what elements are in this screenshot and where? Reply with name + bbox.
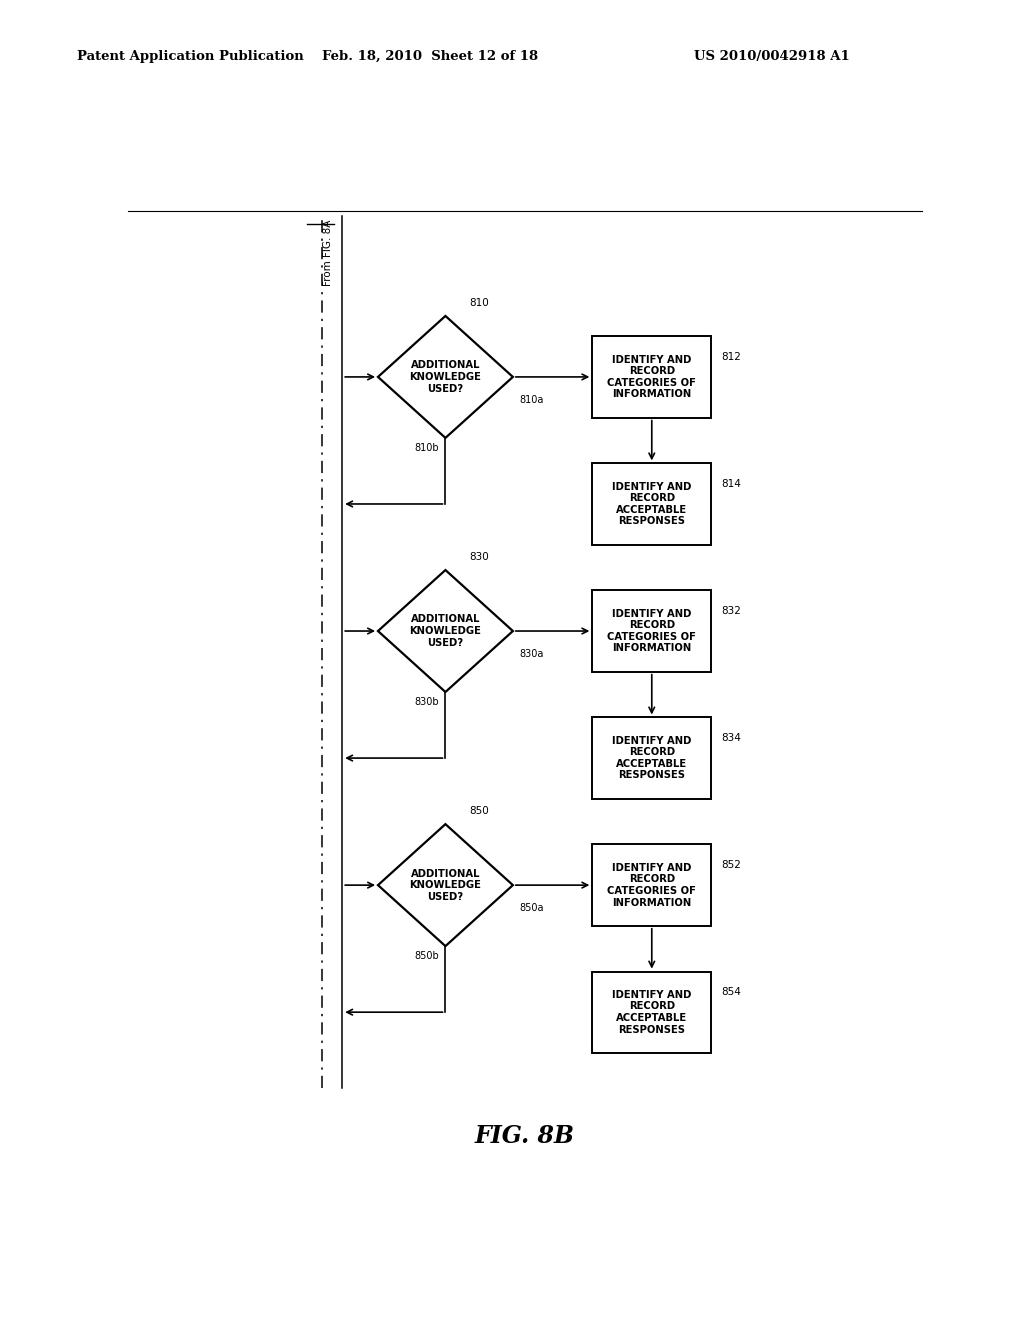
Text: 810a: 810a bbox=[519, 395, 544, 405]
Text: 830: 830 bbox=[470, 552, 489, 562]
Text: Patent Application Publication: Patent Application Publication bbox=[77, 50, 303, 63]
Text: ADDITIONAL
KNOWLEDGE
USED?: ADDITIONAL KNOWLEDGE USED? bbox=[410, 360, 481, 393]
Bar bbox=[592, 972, 712, 1053]
Text: IDENTIFY AND
RECORD
ACCEPTABLE
RESPONSES: IDENTIFY AND RECORD ACCEPTABLE RESPONSES bbox=[612, 735, 691, 780]
Text: 810: 810 bbox=[470, 298, 489, 308]
Bar bbox=[592, 463, 712, 545]
Text: 850: 850 bbox=[470, 807, 489, 816]
Bar bbox=[592, 337, 712, 417]
Text: 852: 852 bbox=[721, 859, 740, 870]
Text: 814: 814 bbox=[721, 479, 740, 488]
Text: IDENTIFY AND
RECORD
ACCEPTABLE
RESPONSES: IDENTIFY AND RECORD ACCEPTABLE RESPONSES bbox=[612, 482, 691, 527]
Bar bbox=[592, 845, 712, 925]
Text: 850b: 850b bbox=[415, 952, 439, 961]
Text: IDENTIFY AND
RECORD
CATEGORIES OF
INFORMATION: IDENTIFY AND RECORD CATEGORIES OF INFORM… bbox=[607, 609, 696, 653]
Text: 812: 812 bbox=[721, 351, 740, 362]
Text: ADDITIONAL
KNOWLEDGE
USED?: ADDITIONAL KNOWLEDGE USED? bbox=[410, 869, 481, 902]
Text: 810b: 810b bbox=[415, 444, 439, 453]
Text: From FIG. 8A: From FIG. 8A bbox=[323, 219, 333, 285]
Text: 850a: 850a bbox=[519, 903, 544, 913]
Text: IDENTIFY AND
RECORD
ACCEPTABLE
RESPONSES: IDENTIFY AND RECORD ACCEPTABLE RESPONSES bbox=[612, 990, 691, 1035]
Text: 834: 834 bbox=[721, 733, 740, 743]
Text: 830b: 830b bbox=[415, 697, 439, 708]
Bar bbox=[592, 590, 712, 672]
Text: 830a: 830a bbox=[519, 649, 544, 659]
Text: Feb. 18, 2010  Sheet 12 of 18: Feb. 18, 2010 Sheet 12 of 18 bbox=[322, 50, 539, 63]
Bar bbox=[592, 718, 712, 799]
Text: ADDITIONAL
KNOWLEDGE
USED?: ADDITIONAL KNOWLEDGE USED? bbox=[410, 614, 481, 648]
Text: 832: 832 bbox=[721, 606, 740, 615]
Text: IDENTIFY AND
RECORD
CATEGORIES OF
INFORMATION: IDENTIFY AND RECORD CATEGORIES OF INFORM… bbox=[607, 863, 696, 908]
Text: US 2010/0042918 A1: US 2010/0042918 A1 bbox=[694, 50, 850, 63]
Text: 854: 854 bbox=[721, 987, 740, 997]
Text: FIG. 8B: FIG. 8B bbox=[475, 1125, 574, 1148]
Text: IDENTIFY AND
RECORD
CATEGORIES OF
INFORMATION: IDENTIFY AND RECORD CATEGORIES OF INFORM… bbox=[607, 355, 696, 400]
